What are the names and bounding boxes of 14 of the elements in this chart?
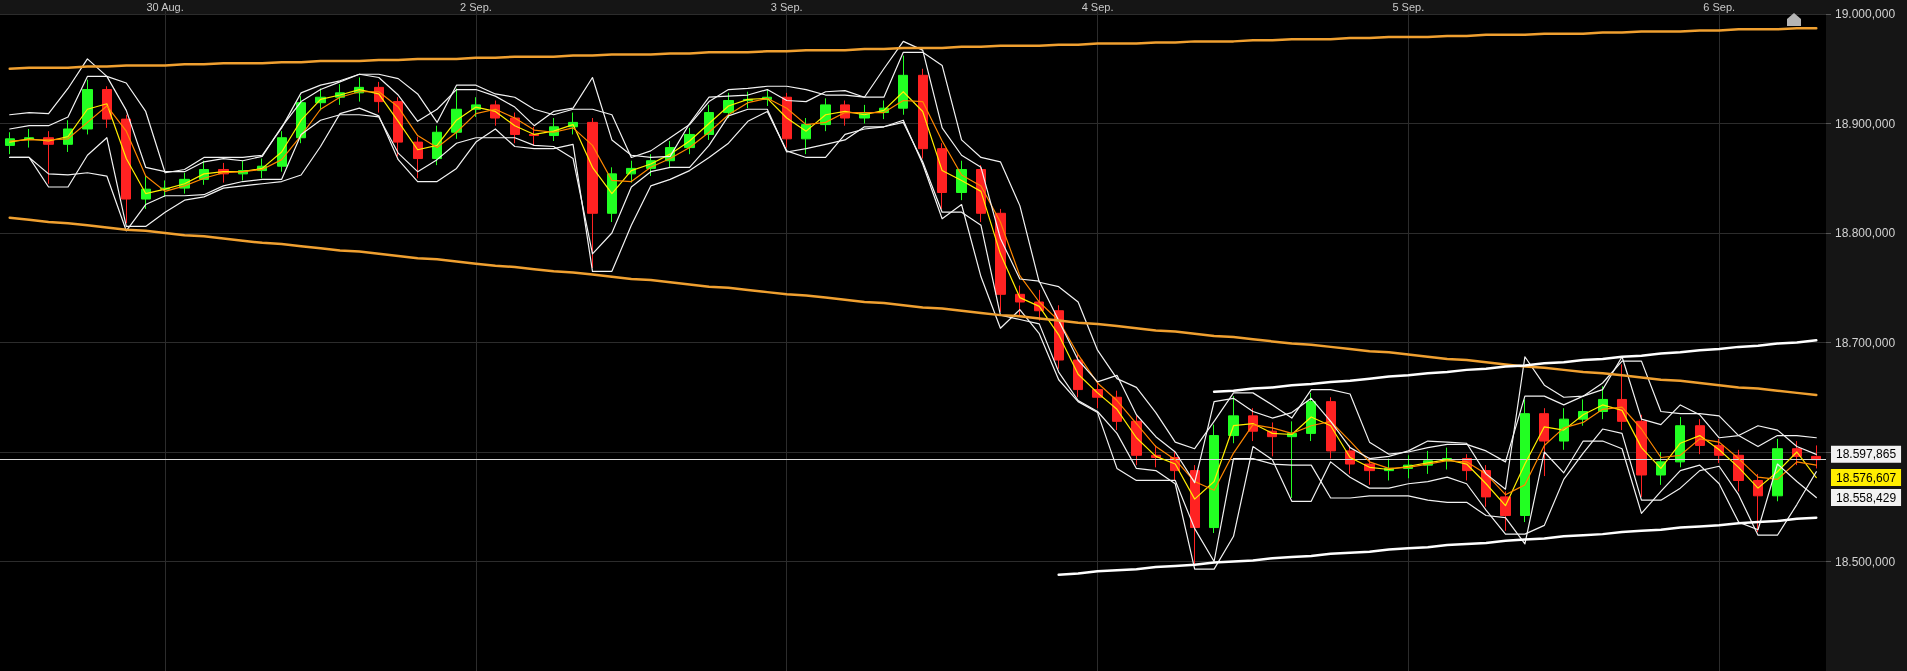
y-tick-label: 19.000,000 [1835,7,1896,21]
y-tick-label: 18.500,000 [1835,554,1896,569]
x-tick-label: 6 Sep. [1703,0,1736,13]
data-label: 18.597,865 [1836,447,1897,462]
data-label: 18.558,429 [1836,490,1897,505]
y-tick-label: 18.900,000 [1835,116,1896,131]
x-tick-label: 3 Sep. [770,0,803,13]
x-tick-label: 2 Sep. [460,0,492,13]
x-tick-label: 30 Aug. [146,0,184,13]
x-tick-label: 5 Sep. [1392,0,1425,13]
data-label: 18.576,607 [1836,470,1897,485]
y-tick-label: 18.700,000 [1835,335,1896,350]
y-tick-label: 18.800,000 [1835,226,1896,240]
x-tick-label: 4 Sep. [1081,0,1114,13]
